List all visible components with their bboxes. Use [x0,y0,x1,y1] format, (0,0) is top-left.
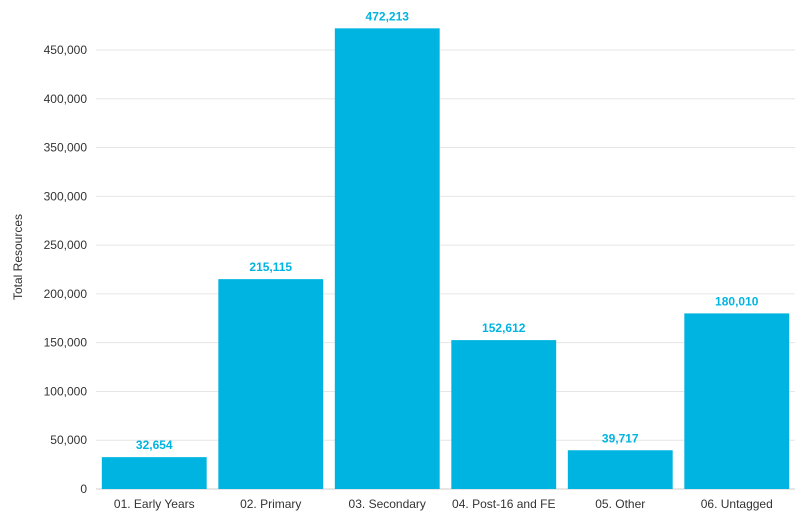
bar[interactable] [567,450,673,489]
bar[interactable] [451,340,557,489]
data-labels: 32,654 215,115 472,213 152,612 39,717 180,010 [136,9,759,452]
y-tick-label: 150,000 [44,336,88,350]
gridlines [96,49,795,441]
bars [101,28,790,489]
y-tick-label: 350,000 [44,141,88,155]
y-tick-label: 50,000 [50,433,87,447]
x-tick-label: 05. Other [595,497,645,511]
bar[interactable] [101,457,207,489]
bar[interactable] [218,279,324,489]
data-label: 39,717 [602,431,639,445]
x-tick-label: 04. Post-16 and FE [452,497,555,511]
bar[interactable] [684,313,790,489]
x-tick-label: 03. Secondary [349,497,426,511]
y-axis-ticks: 0 50,000 100,000 150,000 200,000 250,000 300,0… [44,43,88,496]
x-tick-label: 02. Primary [240,497,301,511]
y-tick-label: 400,000 [44,92,88,106]
bar[interactable] [334,28,440,489]
y-tick-label: 450,000 [44,43,88,57]
data-label: 32,654 [136,438,173,452]
y-tick-label: 100,000 [44,384,88,398]
y-tick-label: 0 [80,482,87,496]
y-axis-title: Total Resources [11,214,25,300]
y-tick-label: 250,000 [44,238,88,252]
x-tick-label: 06. Untagged [701,497,773,511]
x-tick-label: 01. Early Years [114,497,195,511]
y-tick-label: 300,000 [44,189,88,203]
x-axis-ticks: 01. Early Years 02. Primary 03. Secondary 0… [114,497,773,511]
data-label: 472,213 [366,9,410,23]
y-tick-label: 200,000 [44,287,88,301]
data-label: 180,010 [715,294,759,308]
data-label: 152,612 [482,321,526,335]
data-label: 215,115 [249,260,292,274]
